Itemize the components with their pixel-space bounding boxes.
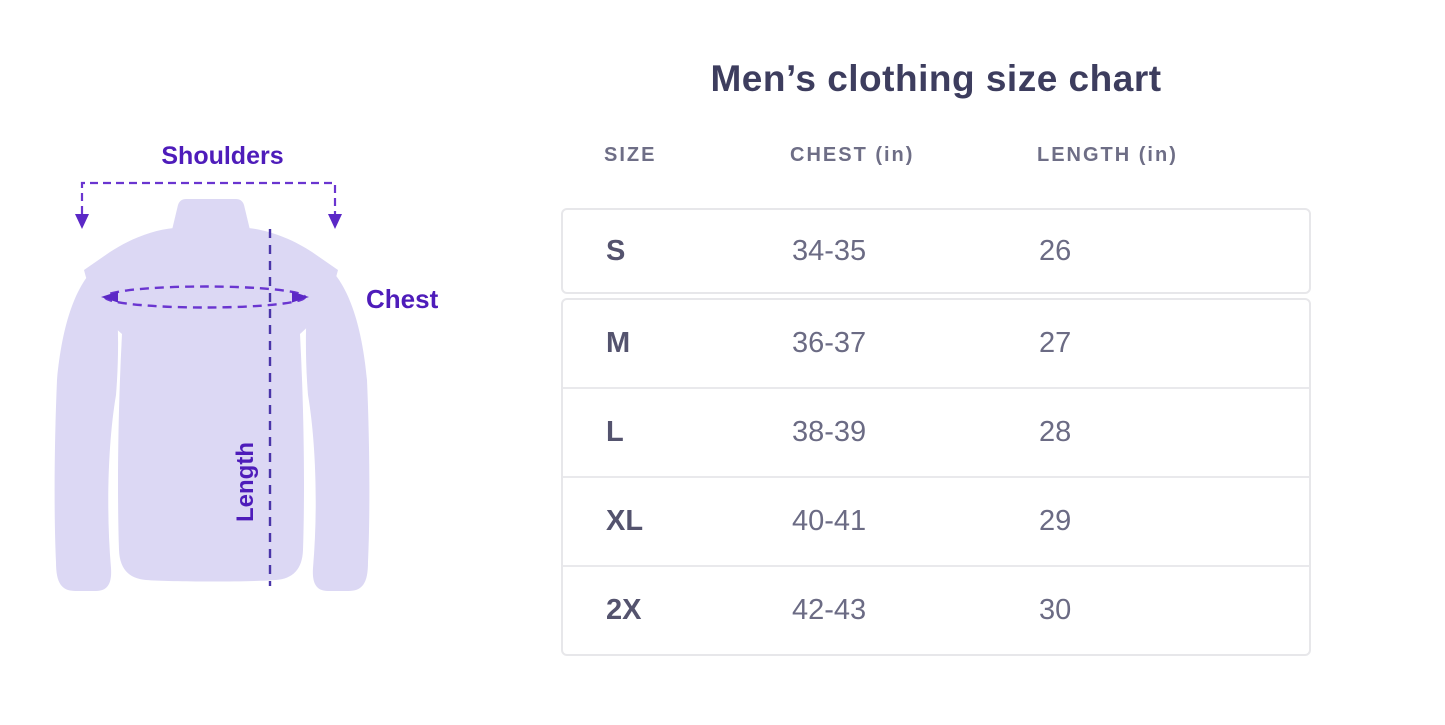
shirt-right-sleeve	[305, 262, 370, 591]
chest-cell: 38-39	[792, 416, 867, 448]
length-cell: 30	[1039, 594, 1072, 626]
length-cell: 26	[1039, 234, 1072, 267]
table-row-l: L 38-39 28	[563, 387, 1309, 476]
chest-cell: 36-37	[792, 327, 867, 359]
shirt-left-sleeve	[54, 262, 119, 591]
column-header-length: LENGTH (in)	[1037, 143, 1178, 166]
chest-cell: 40-41	[792, 505, 867, 537]
length-cell: 29	[1039, 505, 1072, 537]
shoulders-arrow-left-icon	[75, 214, 89, 229]
size-cell: 2X	[606, 594, 642, 626]
length-cell: 27	[1039, 327, 1072, 359]
shoulders-measure-line	[80, 181, 337, 214]
table-row-s: S 34-35 26	[563, 210, 1309, 292]
shirt-diagram	[54, 181, 370, 591]
length-cell: 28	[1039, 416, 1072, 448]
size-table: SIZE CHEST (in) LENGTH (in) S 34-35 26 M…	[561, 140, 1311, 656]
table-header-row: SIZE CHEST (in) LENGTH (in)	[561, 140, 1311, 170]
column-header-size: SIZE	[604, 143, 657, 166]
table-card-first: S 34-35 26	[561, 208, 1311, 294]
chest-arrow-right-icon	[292, 291, 309, 303]
size-cell: M	[606, 327, 631, 359]
page-title: Men’s clothing size chart	[710, 58, 1162, 99]
chest-cell: 42-43	[792, 594, 867, 626]
chest-cell: 34-35	[792, 234, 867, 267]
table-row-xl: XL 40-41 29	[563, 476, 1309, 565]
shoulders-label: Shoulders	[161, 142, 284, 170]
shirt-collar	[172, 199, 250, 230]
table-row-2x: 2X 42-43 30	[563, 565, 1309, 654]
chest-arrow-left-icon	[101, 291, 118, 303]
size-cell: XL	[606, 505, 644, 537]
column-header-chest: CHEST (in)	[790, 143, 915, 166]
table-card-rest: M 36-37 27 L 38-39 28 XL 40-41 29 2X 42-…	[561, 298, 1311, 656]
table-row-m: M 36-37 27	[563, 300, 1309, 387]
size-cell: S	[606, 234, 626, 267]
shoulders-arrow-right-icon	[328, 214, 342, 229]
chest-label: Chest	[366, 284, 439, 314]
shirt-torso	[84, 228, 338, 582]
size-cell: L	[606, 416, 624, 448]
length-label: Length	[232, 442, 259, 522]
